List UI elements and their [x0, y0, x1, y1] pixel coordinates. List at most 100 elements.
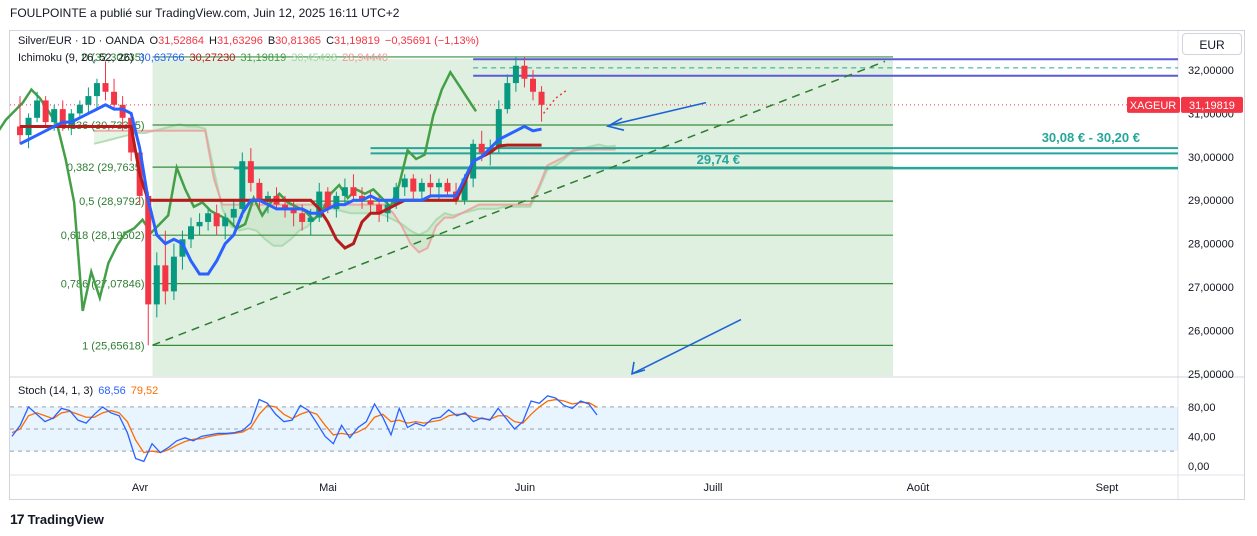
- candle-body: [247, 161, 254, 183]
- candle-body: [128, 117, 135, 153]
- stoch-k-value: 68,56: [98, 385, 126, 397]
- candle-body: [401, 178, 408, 188]
- price-axis-tick: 32,00000: [1188, 65, 1234, 77]
- open-value: 31,52864: [158, 35, 204, 47]
- candle-body: [51, 109, 58, 123]
- candle-body: [282, 204, 289, 209]
- candle-body: [504, 83, 511, 110]
- callout-arrow-upper: [609, 101, 707, 126]
- candle-body: [444, 182, 451, 192]
- ichimoku-chikou-value: 31,19819: [240, 52, 287, 64]
- candle-body: [222, 217, 229, 227]
- candle-body: [410, 178, 417, 192]
- candle-body: [111, 91, 118, 105]
- ichimoku-senkou-b-line: [94, 129, 616, 254]
- fib-level-label: 0,618 (28,19502): [61, 230, 145, 242]
- price-badge-bg: [1181, 96, 1243, 113]
- time-axis-tick: Août: [907, 482, 930, 494]
- candle-body: [393, 187, 400, 205]
- candle-body: [205, 213, 212, 222]
- currency-button[interactable]: EUR: [1182, 33, 1242, 55]
- candle-body: [34, 100, 41, 118]
- fib-level-label: 1 (25,65618): [82, 340, 144, 352]
- target-zone-shade: [152, 59, 893, 376]
- candle-body: [230, 208, 237, 218]
- chart-frame[interactable]: [9, 30, 1245, 500]
- support-level-label: 29,74 €: [697, 152, 740, 167]
- b-label: B: [267, 35, 276, 47]
- candle-body: [188, 226, 194, 240]
- candle-body: [264, 195, 271, 201]
- o-label: O: [149, 35, 159, 47]
- candle-body: [427, 182, 434, 188]
- candle-body: [59, 109, 66, 127]
- time-axis-tick: Sept: [1096, 482, 1119, 494]
- candle-body: [512, 65, 519, 84]
- ichimoku-tenkan-line: [19, 103, 542, 276]
- candle-body: [93, 83, 100, 97]
- candle-body: [68, 113, 75, 127]
- symbol-title: Silver/EUR · 1D · OANDA: [18, 35, 145, 47]
- candle-body: [359, 195, 365, 201]
- change-value: −0,35691 (−1,13%): [384, 35, 480, 47]
- published-by-header: FOULPOINTE a publié sur TradingView.com,…: [10, 6, 400, 20]
- stoch-d-value: 79,52: [130, 385, 159, 397]
- tradingview-brand: TradingView: [27, 512, 104, 527]
- tradingview-logo[interactable]: 17 TradingView: [10, 511, 104, 527]
- candle-body: [435, 182, 442, 188]
- stoch-pane: 80,00 40,00 0,00: [10, 395, 1216, 473]
- ichimoku-legend: Ichimoku (9, 26, 52, 26) 30,63766 30,27230…: [18, 52, 393, 64]
- high-value: 31,63296: [216, 35, 263, 47]
- price-axis-tick: 25,00000: [1188, 369, 1234, 381]
- stoch-axis-tick: 80,00: [1188, 402, 1216, 414]
- price-axis-tick: 27,00000: [1188, 282, 1234, 294]
- candle-body: [461, 178, 468, 201]
- candle-body: [316, 191, 323, 218]
- candle-body: [145, 195, 152, 305]
- candle-body: [42, 100, 49, 123]
- candle-body: [170, 256, 177, 292]
- candle-body: [495, 109, 502, 149]
- candle-body: [76, 104, 83, 114]
- stoch-label: Stoch (14, 1, 3): [18, 385, 94, 397]
- candle-body: [299, 213, 306, 222]
- candle-body: [487, 148, 494, 153]
- candle-body: [256, 182, 263, 201]
- candle-body: [17, 126, 23, 136]
- c-label: C: [326, 35, 335, 47]
- candle-body: [341, 187, 348, 196]
- candle-body: [239, 161, 246, 209]
- price-axis-tick: 30,00000: [1188, 152, 1234, 164]
- fib-level-label: 0 (32,30235): [82, 52, 144, 64]
- stoch-axis-tick: 40,00: [1188, 431, 1216, 443]
- ohlc-legend: Silver/EUR · 1D · OANDA O31,52864 H31,6329…: [18, 35, 484, 47]
- candle-body: [307, 217, 314, 222]
- candle-body: [324, 191, 331, 209]
- price-axis-tick: 26,00000: [1188, 325, 1234, 337]
- support-zone-label: 30,08 € - 30,20 €: [1042, 130, 1140, 145]
- callout-arrow-lower: [631, 318, 742, 375]
- callout-arrow-lower-head: [630, 361, 646, 375]
- stoch-legend: Stoch (14, 1, 3) 68,56 79,52: [18, 385, 163, 397]
- symbol-badge-bg: [1127, 96, 1180, 113]
- candle-body: [162, 265, 169, 292]
- stoch-k-line: [11, 395, 598, 463]
- rising-trendline: [152, 60, 886, 346]
- candle-body: [367, 200, 374, 205]
- candle-body: [478, 143, 485, 153]
- candle-body: [290, 208, 297, 214]
- price-badge-text: 31,19819: [1189, 100, 1235, 112]
- candle-body: [213, 213, 220, 227]
- tradingview-logo-icon: 17: [10, 511, 25, 527]
- ichimoku-senkou-a-value: 30,45498: [291, 52, 338, 64]
- time-axis-tick: Mai: [319, 482, 337, 494]
- candle-body: [333, 195, 340, 209]
- low-value: 30,81365: [275, 35, 322, 47]
- price-axis-tick: 28,00000: [1188, 239, 1234, 251]
- candle-body: [538, 91, 545, 105]
- time-axis-tick: Juin: [515, 482, 535, 494]
- time-axis: Avr Mai Juin Juill Août Sept: [132, 482, 1118, 494]
- stoch-axis-tick: 0,00: [1188, 461, 1209, 473]
- projection-path: [542, 88, 568, 114]
